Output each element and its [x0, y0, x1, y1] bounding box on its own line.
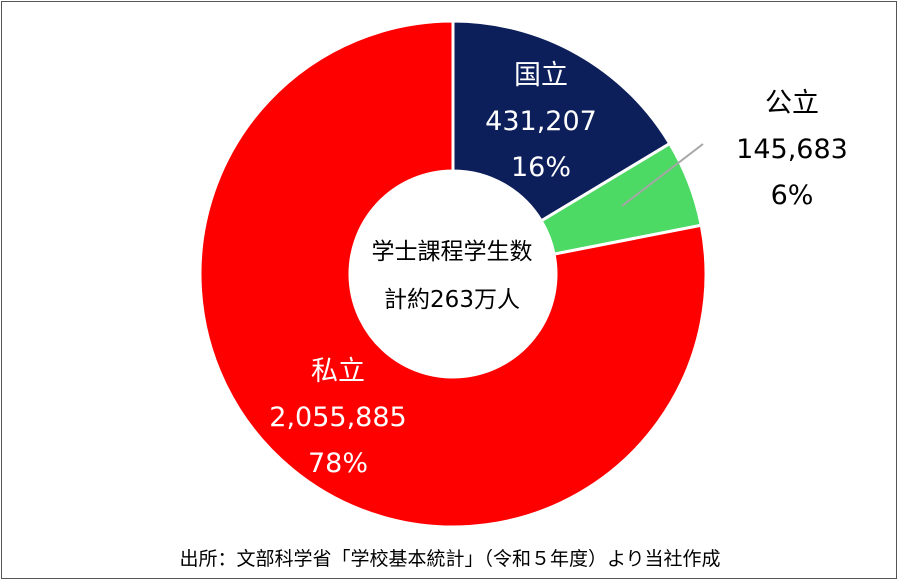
slice-labels: 国立 431,207 16% 公立 145,683 6% 私立 2,055,885 78%	[269, 60, 848, 479]
slice-label-shiritsu-value: 2,055,885	[269, 402, 406, 433]
slice-shiritsu	[198, 19, 708, 529]
center-label-line1: 学士課程学生数	[372, 239, 533, 265]
center-label-line2: 計約263万人	[384, 287, 520, 313]
slice-label-koritsu-name: 公立	[765, 88, 819, 119]
slice-kokuritsu	[451, 19, 672, 223]
slice-label-kokuritsu-percent: 16%	[511, 152, 571, 183]
slice-label-shiritsu-percent: 78%	[308, 448, 368, 479]
slice-label-koritsu-percent: 6%	[771, 180, 814, 211]
source-note: 出所：文部科学省「学校基本統計」（令和５年度）より当社作成	[179, 548, 721, 570]
slice-label-kokuritsu-name: 国立	[514, 60, 568, 91]
slice-label-koritsu-value: 145,683	[736, 134, 848, 165]
slice-label-kokuritsu-value: 431,207	[485, 106, 597, 137]
leader-line-koritsu	[621, 143, 704, 207]
slice-label-shiritsu-name: 私立	[311, 356, 365, 387]
donut-slices	[198, 19, 708, 529]
